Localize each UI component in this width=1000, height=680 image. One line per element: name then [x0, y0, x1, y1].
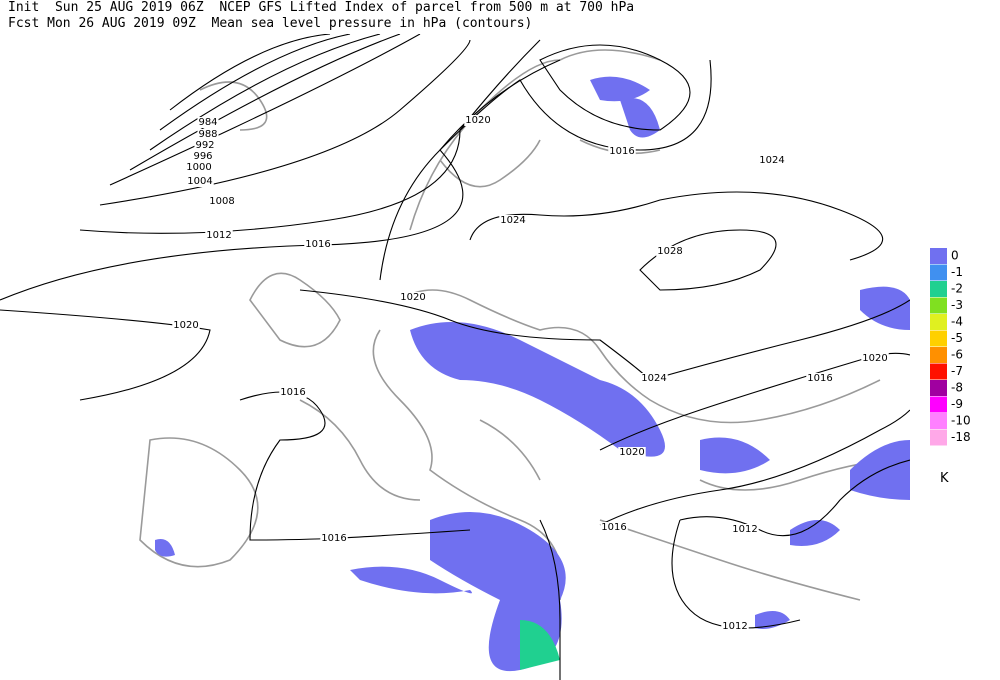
header-init: Init Sun 25 AUG 2019 06Z NCEP GFS Lifted… — [8, 0, 635, 15]
contour-label-bg — [600, 522, 628, 533]
legend-swatch — [930, 330, 947, 347]
contour-label: 1020 — [465, 115, 490, 126]
contour-label: 1016 — [321, 533, 346, 544]
contour-label-bg — [721, 621, 749, 632]
contour-label: 1024 — [500, 215, 525, 226]
contour-label: 1024 — [759, 155, 784, 166]
contour-label-bg — [194, 140, 216, 151]
contour-label-bg — [186, 176, 214, 187]
map-layer — [0, 34, 910, 680]
legend-swatch — [930, 297, 947, 314]
contour-label: 984 — [198, 117, 217, 128]
contour-label-bg — [399, 292, 427, 303]
header-forecast: Fcst Mon 26 AUG 2019 09Z Mean sea level … — [8, 16, 533, 31]
legend: 0 -1 -2 -3 -4 -5 -6 -7 -8 -9 -10 -18 — [930, 248, 971, 446]
contour-label-bg — [205, 230, 233, 241]
contour-label: 1016 — [601, 522, 626, 533]
contour-label-bg — [656, 246, 684, 257]
legend-label: -6 — [951, 348, 963, 362]
contour-label-bg — [320, 533, 348, 544]
legend-label: -8 — [951, 381, 963, 395]
legend-label: 0 — [951, 249, 959, 263]
contour-label: 1012 — [206, 230, 231, 241]
legend-swatch — [930, 396, 947, 413]
contour-label-bg — [758, 155, 786, 166]
contour-label: 992 — [195, 140, 214, 151]
legend-swatch — [930, 413, 947, 429]
contour-label-bg — [304, 239, 332, 250]
pressure-contours — [0, 34, 910, 680]
contour-labels: 984 988 992 996 1000 1004 1008 1012 1016… — [172, 115, 889, 632]
contour-label: 1020 — [619, 447, 644, 458]
contour-label: 1020 — [862, 353, 887, 364]
lifted-index-areas — [155, 76, 910, 672]
contour-label-bg — [208, 196, 236, 207]
legend-label: -1 — [951, 265, 963, 279]
contour-label-bg — [464, 115, 492, 126]
legend-swatch — [930, 347, 947, 363]
contour-label: 1016 — [305, 239, 330, 250]
legend-label: -7 — [951, 364, 963, 378]
legend-swatch — [930, 429, 947, 446]
contour-label: 1012 — [722, 621, 747, 632]
contour-label: 1012 — [732, 524, 757, 535]
contour-label-bg — [172, 320, 200, 331]
legend-swatch — [930, 264, 947, 281]
contour-label: 1016 — [807, 373, 832, 384]
contour-label-bg — [861, 353, 889, 364]
contour-label-bg — [618, 447, 646, 458]
contour-label-bg — [197, 129, 219, 140]
coastline — [139, 49, 881, 601]
contour-label: 996 — [193, 151, 212, 162]
contour-label-bg — [197, 117, 219, 128]
coastline — [199, 81, 901, 501]
contour-label: 1008 — [209, 196, 234, 207]
contour-label-bg — [192, 151, 214, 162]
contour-label: 1020 — [400, 292, 425, 303]
contour-label: 1024 — [641, 373, 666, 384]
legend-label: -2 — [951, 282, 963, 296]
legend-label: -4 — [951, 315, 963, 329]
legend-swatch — [930, 248, 947, 264]
legend-label: -18 — [951, 430, 971, 444]
contour-label: 988 — [198, 129, 217, 140]
contour-label-bg — [499, 215, 527, 226]
contour-label: 1020 — [173, 320, 198, 331]
contour-label: 1016 — [609, 146, 634, 157]
contour-label-bg — [640, 373, 668, 384]
legend-unit: K — [940, 471, 949, 486]
contour-label-bg — [185, 162, 213, 173]
contour-label-bg — [608, 146, 636, 157]
contour-label: 1000 — [186, 162, 211, 173]
legend-label: -9 — [951, 397, 963, 411]
legend-swatch — [930, 314, 947, 330]
contour-label-bg — [731, 524, 759, 535]
legend-label: -3 — [951, 298, 963, 312]
legend-label: -10 — [951, 414, 971, 428]
contour-label-bg — [806, 373, 834, 384]
legend-swatch — [930, 281, 947, 297]
contour-label-bg — [279, 387, 307, 398]
legend-label: -5 — [951, 331, 963, 345]
legend-swatch — [930, 380, 947, 396]
contour-label: 1004 — [187, 176, 212, 187]
legend-swatch — [930, 363, 947, 380]
li-area-2 — [520, 620, 560, 670]
contour-label: 1016 — [280, 387, 305, 398]
contour-label: 1028 — [657, 246, 682, 257]
